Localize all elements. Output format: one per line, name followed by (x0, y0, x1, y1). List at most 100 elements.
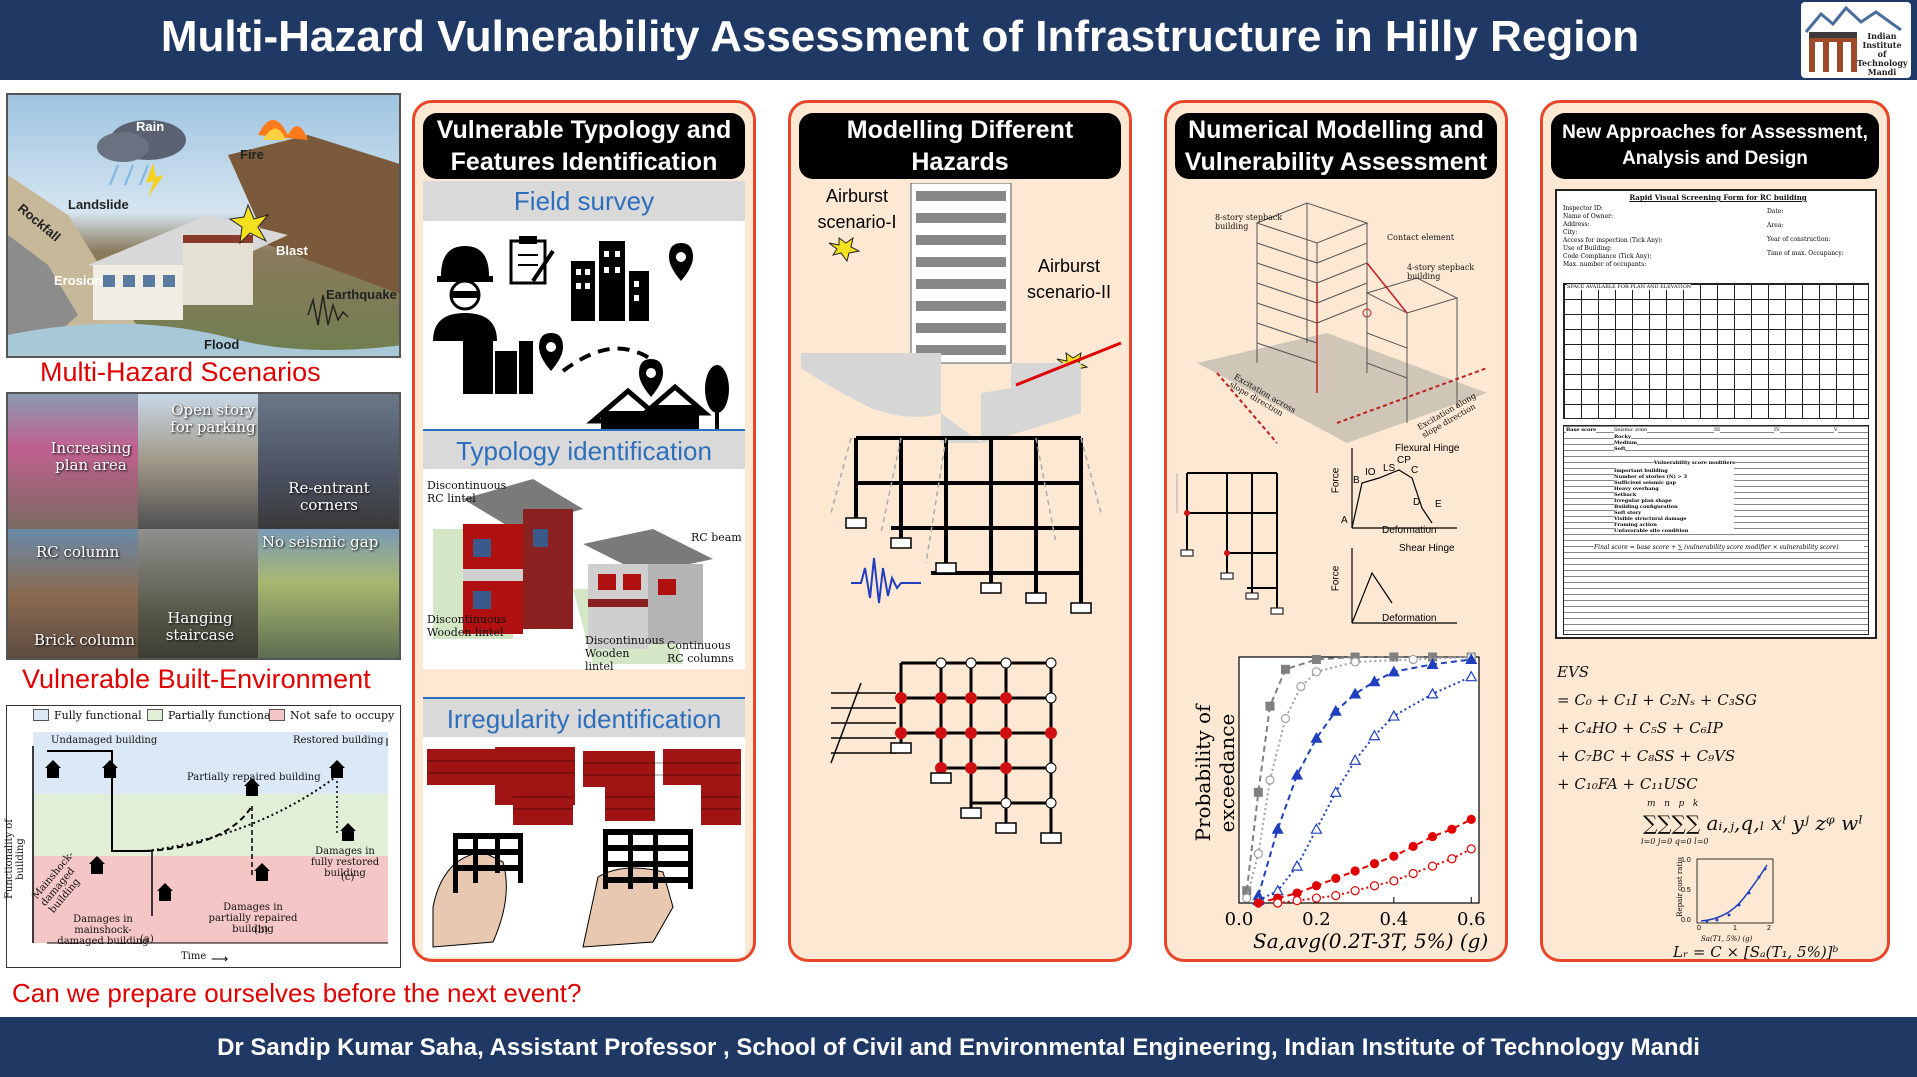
diagram-xlabel: Time (181, 951, 207, 962)
series-0-point-3 (1280, 664, 1290, 674)
series-1-point-0 (1242, 893, 1252, 903)
series-2-point-9 (1465, 653, 1478, 665)
rvs-form: Rapid Visual Screening Form for RC build… (1555, 189, 1877, 639)
series-2-point-4 (1329, 704, 1342, 716)
series-3-point-9 (1465, 670, 1478, 682)
eq-line-3: + C₇BC + C₈SS + C₉VS (1557, 747, 1736, 765)
label-stepback-4: 4-story stepback building (1407, 263, 1475, 281)
form-fields: Inspector ID: Name of Owner: Address: City:… (1563, 205, 1663, 268)
label-contact: Contact element (1387, 233, 1455, 242)
label-disc-wood-1: Discontinuous Wooden lintel (427, 613, 507, 639)
city-icon-2 (463, 336, 533, 394)
label-no-gap: No seismic gap (262, 533, 379, 551)
poster-title: Multi-Hazard Vulnerability Assessment of… (160, 12, 1640, 61)
series-0-point-6 (1389, 652, 1399, 662)
label-damages-full: Damages in fully restored building (310, 846, 380, 879)
series-line-3 (1257, 675, 1472, 902)
label-partially-repaired: Partially repaired building (187, 772, 321, 783)
series-5-point-4 (1350, 886, 1360, 896)
irregularity-drawings (423, 737, 745, 957)
x-tick-label-2: 0.4 (1380, 909, 1409, 930)
series-3-point-7 (1387, 709, 1400, 721)
panel-typology: Vulnerable Typology and Features Identif… (412, 100, 756, 962)
label-restored: Restored building (293, 735, 384, 746)
hinge-force-2: Force (1330, 565, 1342, 592)
series-3-point-8 (1426, 687, 1439, 699)
score-table: Base score Seismic zone III IV V Rocky M… (1563, 425, 1869, 635)
label-landslide: Landslide (68, 197, 129, 212)
eq-sum: ∑∑∑∑ aᵢ,ⱼ,q,ₗ xⁱ yʲ zᵠ wˡ (1643, 811, 1864, 835)
series-4-point-3 (1311, 881, 1322, 891)
panel-typology-title: Vulnerable Typology and Features Identif… (423, 113, 745, 179)
photo-hanging (138, 529, 258, 658)
hinge-force-1: Force (1330, 467, 1342, 494)
eq-evs: EVS (1557, 663, 1590, 681)
hillside-building-1 (432, 833, 523, 948)
label-flood: Flood (204, 337, 240, 352)
series-0-point-2 (1265, 701, 1275, 711)
point-a: A (1341, 515, 1348, 526)
repair-cost-chart: Repair cost ratio 0.0 0.5 1.0 0 1 2 Sa(T… (1667, 855, 1777, 945)
point-e: E (1435, 499, 1442, 510)
series-2-point-7 (1387, 665, 1400, 677)
series-3-point-6 (1368, 729, 1381, 741)
fragility-chart: 0.0 0.2 0.4 0.6 Probability of exceedance S… (1191, 649, 1503, 953)
label-c: (c) (341, 872, 355, 883)
mini-xtick-2: 2 (1767, 925, 1771, 932)
stepback-3d-model (1197, 202, 1488, 444)
photo-rc-column (8, 529, 138, 658)
series-1-point-5 (1311, 667, 1322, 677)
series-1-point-7 (1408, 654, 1418, 665)
label-disc-rc-lintel: Discontinuous RC lintel (427, 479, 507, 505)
multi-hazard-caption: Multi-Hazard Scenarios (40, 357, 321, 387)
label-rc-beam: RC beam (691, 531, 742, 544)
point-b: B (1353, 475, 1360, 486)
hillside-building-2 (582, 829, 693, 948)
mini-ytick-1: 0.5 (1681, 887, 1691, 894)
point-c: C (1411, 465, 1419, 476)
label-hanging: Hanging staircase (165, 609, 235, 644)
series-1-point-2 (1265, 775, 1275, 785)
label-damages-partial: Damages in partially repaired building (208, 902, 298, 935)
photo-open-story (138, 394, 258, 529)
series-line-1 (1245, 656, 1472, 899)
field-survey-icons (423, 221, 745, 429)
series-1-point-6 (1350, 657, 1360, 667)
label-a: (a) (140, 934, 154, 945)
label-reentrant: Re-entrant corners (288, 479, 370, 514)
label-open-story: Open story for parking (170, 401, 256, 436)
functionality-diagram: Fully functional Partially functional No… (4, 705, 401, 968)
series-2-point-3 (1310, 731, 1323, 743)
series-5-point-8 (1427, 861, 1438, 871)
hinge-deformation-1: Deformation (1382, 525, 1437, 536)
eq-line-1: = C₀ + C₁I + C₂Nₛ + C₃SG (1557, 691, 1757, 709)
fragility-svg: 0.0 0.2 0.4 0.6 (1225, 652, 1486, 930)
hinge-model-graphic (1176, 448, 1457, 624)
eq-lr: Lᵣ = C × [Sₐ(T₁, 5%)]ᵇ (1673, 943, 1839, 961)
series-3-point-3 (1310, 822, 1323, 834)
series-4-point-10 (1447, 824, 1457, 834)
footer-credit: Dr Sandip Kumar Saha, Assistant Professo… (217, 1034, 1700, 1061)
point-io: IO (1365, 467, 1376, 478)
mini-ytick-0: 0.0 (1681, 917, 1691, 924)
label-disc-wood-2: Discontinuous Wooden lintel (585, 634, 665, 673)
label-damages-mainshock: Damages in mainshock-damaged building (57, 914, 149, 947)
vulnerable-caption: Vulnerable Built-Environment (22, 664, 371, 694)
hazard-models-graphic (801, 183, 1122, 844)
series-line-5 (1277, 847, 1472, 904)
fragility-ylabel: Probability of exceedance (1191, 704, 1239, 842)
label-earthquake: Earthquake (326, 287, 397, 302)
functionality-graph (32, 732, 388, 944)
panel-hazards: Modelling Different Hazards Airburst sce… (788, 100, 1132, 962)
series-4-point-8 (1408, 841, 1418, 852)
series-2-point-2 (1291, 768, 1304, 780)
airburst-scenario-1: Airburst scenario-I (817, 186, 897, 232)
logo-text: Indian Institute of Technology Mandi (1857, 31, 1908, 77)
iit-mandi-logo: Indian Institute of Technology Mandi (1801, 2, 1911, 78)
eq-line-2: + C₄HO + C₅S + C₆IP (1557, 719, 1723, 737)
series-5-point-1 (1292, 895, 1302, 906)
panel-numerical-title: Numerical Modelling and Vulnerability As… (1175, 113, 1497, 179)
mini-xtick-0: 0 (1697, 925, 1701, 932)
flexural-hinge-label: Flexural Hinge (1395, 443, 1460, 454)
series-2-point-6 (1368, 675, 1381, 687)
